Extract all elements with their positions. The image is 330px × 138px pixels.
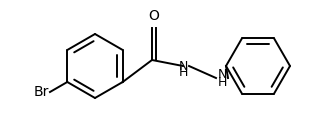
Text: O: O <box>148 9 159 23</box>
Text: Br: Br <box>34 85 49 99</box>
Text: N: N <box>217 67 227 80</box>
Text: H: H <box>217 75 227 88</box>
Text: N: N <box>178 59 188 72</box>
Text: H: H <box>178 67 188 79</box>
